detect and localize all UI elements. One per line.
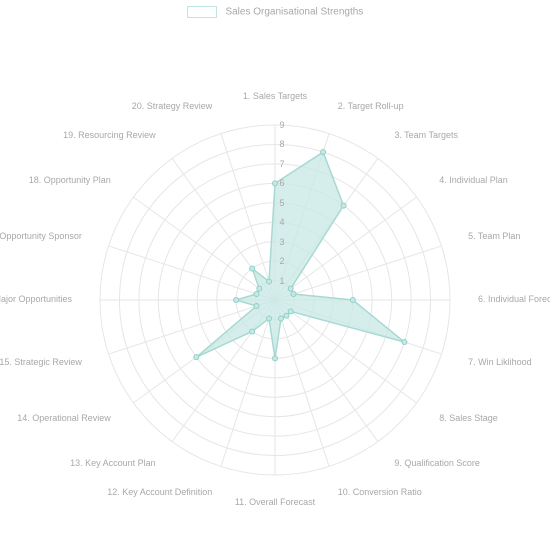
- axis-tick-label: 3: [279, 237, 284, 247]
- category-label: 2. Target Roll-up: [338, 102, 404, 112]
- legend: Sales Organisational Strengths: [0, 6, 550, 18]
- axis-tick-label: 4: [279, 217, 284, 227]
- category-label: 6. Individual Forecast: [478, 295, 550, 305]
- category-label: 15. Strategic Review: [0, 358, 82, 368]
- category-label: 18. Opportunity Plan: [29, 176, 111, 186]
- category-label: 8. Sales Stage: [439, 414, 498, 424]
- legend-swatch: [187, 6, 217, 18]
- axis-tick-label: 7: [279, 159, 284, 169]
- category-label: 12. Key Account Definition: [107, 488, 212, 498]
- category-label: 7. Win Liklihood: [468, 358, 532, 368]
- category-label: 14. Operational Review: [17, 414, 111, 424]
- category-label: 4. Individual Plan: [439, 176, 508, 186]
- category-label: 17. Opportunity Sponsor: [0, 232, 82, 242]
- radar-chart-container: Sales Organisational Strengths 1 2 3 4 5 6 7 8 9…: [0, 0, 550, 550]
- axis-tick-label: 9: [279, 120, 284, 130]
- axis-tick-label: 1: [279, 276, 284, 286]
- category-label: 19. Resourcing Review: [63, 131, 156, 141]
- axis-tick-label: 5: [279, 198, 284, 208]
- category-label: 10. Conversion Ratio: [338, 488, 422, 498]
- category-label: 11. Overall Forecast: [235, 498, 315, 508]
- axis-tick-label: 8: [279, 139, 284, 149]
- category-label: 3. Team Targets: [394, 131, 458, 141]
- category-label: 20. Strategy Review: [132, 102, 213, 112]
- category-label: 13. Key Account Plan: [70, 459, 156, 469]
- axis-tick-label: 2: [279, 256, 284, 266]
- category-label: 9. Qualification Score: [394, 459, 480, 469]
- legend-label: Sales Organisational Strengths: [225, 7, 363, 18]
- category-label: 16. Major Opportunities: [0, 295, 72, 305]
- category-label: 1. Sales Targets: [243, 92, 307, 102]
- category-label: 5. Team Plan: [468, 232, 520, 242]
- axis-tick-label: 6: [279, 178, 284, 188]
